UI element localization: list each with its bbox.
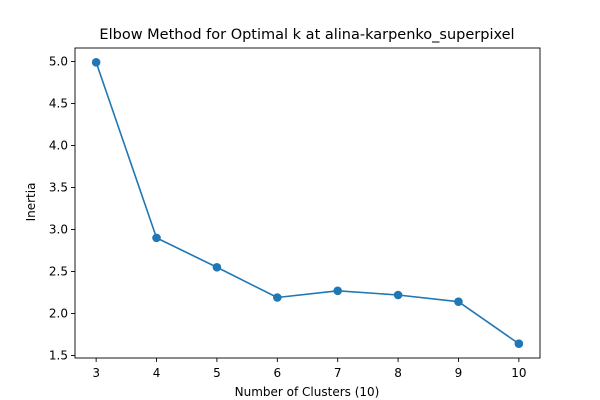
y-tick-label: 3.0: [49, 222, 68, 236]
data-point: [212, 262, 222, 272]
data-point: [152, 233, 161, 243]
x-tick-label: 7: [334, 366, 342, 380]
data-point: [454, 297, 463, 307]
data-point: [333, 286, 342, 296]
x-axis-label: Number of Clusters (10): [235, 385, 380, 399]
data-point: [91, 57, 101, 67]
x-tick-label: 4: [153, 366, 161, 380]
data-point: [514, 339, 524, 349]
y-tick-label: 2.0: [49, 306, 68, 320]
data-point: [273, 293, 282, 302]
x-tick-label: 3: [92, 366, 100, 380]
y-tick-label: 1.5: [49, 348, 68, 362]
y-tick-label: 4.0: [49, 138, 68, 152]
x-tick-label: 6: [273, 366, 281, 380]
y-tick-label: 2.5: [49, 264, 68, 278]
x-tick-label: 8: [394, 366, 402, 380]
x-tick-label: 9: [455, 366, 463, 380]
x-tick-label: 10: [511, 366, 526, 380]
x-tick-label: 5: [213, 366, 221, 380]
chart-title: Elbow Method for Optimal k at alina-karp…: [99, 27, 514, 43]
data-point: [393, 290, 403, 300]
y-tick-label: 3.5: [49, 180, 68, 194]
axes-frame: [74, 47, 541, 359]
series-line: [95, 62, 520, 345]
y-tick-label: 4.5: [49, 96, 68, 110]
y-tick-label: 5.0: [49, 54, 68, 68]
plot-area: 3 4 5 6 7 8 9 10 1.5 2.0 2.5 3.0 3.5 4.0 4.5 5.0: [49, 47, 541, 380]
y-axis-label: Inertia: [24, 183, 38, 222]
